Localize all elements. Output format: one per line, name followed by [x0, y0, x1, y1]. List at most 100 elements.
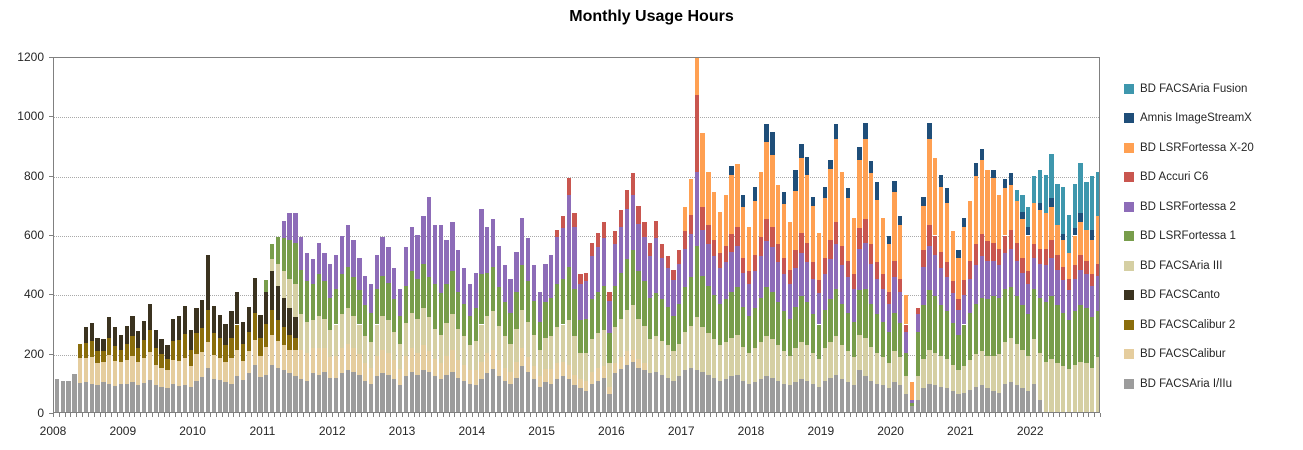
bar-segment[interactable] [682, 207, 688, 232]
bar-segment[interactable] [956, 370, 961, 395]
bar-segment[interactable] [595, 367, 600, 381]
bar-segment[interactable] [956, 250, 961, 258]
bar-segment[interactable] [706, 285, 711, 334]
bar-segment[interactable] [176, 339, 182, 361]
bar-segment[interactable] [1014, 296, 1019, 344]
legend-item-amnis-imagestreamx[interactable]: Amnis ImageStreamX [1124, 104, 1254, 134]
bar-segment[interactable] [630, 361, 635, 412]
bar-segment[interactable] [857, 370, 862, 412]
bar-segment[interactable] [1008, 287, 1013, 338]
bar-segment[interactable] [985, 299, 990, 356]
bar-segment[interactable] [427, 196, 432, 278]
bar-segment[interactable] [991, 242, 996, 261]
bar-segment[interactable] [729, 234, 734, 252]
bar-segment[interactable] [659, 374, 664, 412]
bar-segment[interactable] [101, 382, 106, 412]
bar-segment[interactable] [560, 324, 566, 362]
bar-segment[interactable] [950, 323, 955, 365]
bar-segment[interactable] [805, 174, 810, 243]
bar-segment[interactable] [584, 352, 589, 381]
bar-segment[interactable] [368, 312, 374, 343]
bar-segment[interactable] [101, 339, 106, 352]
bar-segment[interactable] [892, 351, 897, 383]
bar-segment[interactable] [333, 377, 339, 412]
bar-segment[interactable] [299, 269, 304, 315]
bar-segment[interactable] [950, 281, 955, 294]
bar-segment[interactable] [165, 358, 170, 371]
bar-segment[interactable] [211, 355, 217, 379]
bar-segment[interactable] [269, 334, 275, 365]
bar-segment[interactable] [653, 336, 659, 372]
bar-segment[interactable] [235, 324, 240, 350]
bar-segment[interactable] [1090, 239, 1095, 275]
bar-segment[interactable] [816, 293, 822, 325]
bar-segment[interactable] [892, 277, 897, 313]
bar-segment[interactable] [642, 222, 647, 237]
bar-segment[interactable] [642, 363, 647, 371]
bar-segment[interactable] [729, 291, 734, 338]
bar-segment[interactable] [229, 358, 234, 384]
bar-segment[interactable] [496, 325, 502, 361]
bar-segment[interactable] [822, 274, 827, 310]
bar-segment[interactable] [147, 351, 153, 380]
bar-segment[interactable] [508, 343, 513, 372]
bar-segment[interactable] [136, 347, 141, 363]
bar-segment[interactable] [799, 158, 804, 233]
bar-segment[interactable] [874, 182, 880, 200]
bar-segment[interactable] [624, 351, 630, 365]
bar-segment[interactable] [589, 339, 595, 372]
bar-segment[interactable] [880, 357, 886, 386]
bar-segment[interactable] [746, 352, 752, 384]
bar-segment[interactable] [799, 253, 804, 297]
bar-segment[interactable] [781, 383, 787, 412]
bar-segment[interactable] [339, 348, 345, 374]
bar-segment[interactable] [828, 342, 833, 378]
bar-segment[interactable] [514, 251, 519, 292]
bar-segment[interactable] [921, 250, 926, 267]
bar-segment[interactable] [578, 379, 583, 389]
bar-segment[interactable] [328, 330, 333, 358]
bar-segment[interactable] [211, 306, 217, 333]
bar-segment[interactable] [1049, 153, 1054, 199]
bar-segment[interactable] [78, 344, 83, 358]
bar-segment[interactable] [851, 357, 856, 386]
bar-segment[interactable] [322, 318, 327, 349]
bar-segment[interactable] [89, 357, 94, 384]
bar-segment[interactable] [781, 204, 787, 258]
bar-segment[interactable] [1078, 213, 1083, 223]
bar-segment[interactable] [1002, 383, 1008, 412]
bar-segment[interactable] [973, 354, 979, 387]
bar-segment[interactable] [502, 336, 507, 368]
bar-segment[interactable] [758, 342, 763, 380]
bar-segment[interactable] [473, 272, 478, 309]
bar-segment[interactable] [392, 268, 397, 300]
bar-segment[interactable] [840, 245, 845, 266]
bar-segment[interactable] [933, 352, 938, 386]
bar-segment[interactable] [752, 201, 758, 255]
bar-segment[interactable] [1090, 317, 1095, 368]
bar-segment[interactable] [235, 291, 240, 325]
bar-segment[interactable] [147, 304, 153, 330]
bar-segment[interactable] [682, 231, 688, 249]
bar-segment[interactable] [752, 382, 758, 412]
bar-segment[interactable] [456, 360, 461, 378]
bar-segment[interactable] [182, 384, 188, 412]
bar-segment[interactable] [572, 374, 577, 386]
bar-segment[interactable] [165, 345, 170, 359]
bar-segment[interactable] [921, 305, 926, 359]
bar-segment[interactable] [863, 288, 868, 338]
bar-segment[interactable] [944, 262, 949, 278]
bar-segment[interactable] [729, 376, 734, 412]
bar-segment[interactable] [1014, 189, 1019, 202]
bar-segment[interactable] [1095, 275, 1099, 312]
bar-segment[interactable] [397, 369, 403, 386]
bar-segment[interactable] [898, 385, 903, 412]
bar-segment[interactable] [880, 217, 886, 275]
bar-segment[interactable] [816, 386, 822, 412]
bar-segment[interactable] [572, 385, 577, 412]
bar-segment[interactable] [816, 358, 822, 387]
bar-segment[interactable] [741, 306, 746, 347]
bar-segment[interactable] [287, 239, 292, 279]
bar-segment[interactable] [1002, 179, 1008, 189]
bar-segment[interactable] [630, 195, 635, 251]
